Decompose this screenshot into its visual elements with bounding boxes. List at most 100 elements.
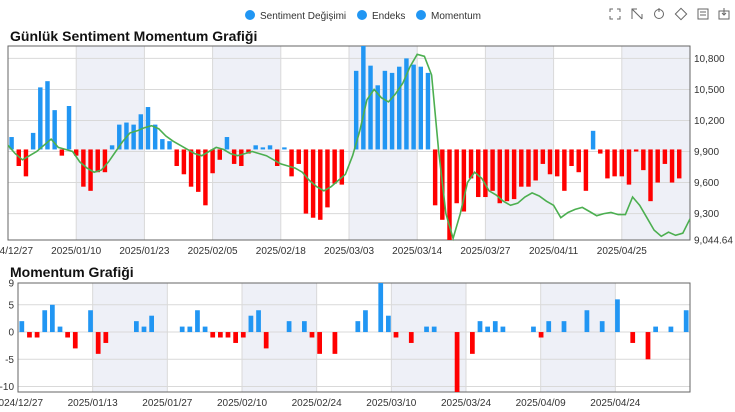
negative-bar xyxy=(605,149,610,179)
x-tick-label: 2025/04/24 xyxy=(590,398,640,409)
y-tick-label: 9,600 xyxy=(694,178,719,189)
background-band xyxy=(621,46,690,240)
x-tick-label: 2025/01/13 xyxy=(68,398,118,409)
negative-bar xyxy=(246,149,251,154)
positive-bar xyxy=(531,326,536,333)
chart-title-main: Günlük Sentiment Momentum Grafiği xyxy=(10,28,257,44)
negative-bar xyxy=(239,149,244,166)
negative-bar xyxy=(296,149,301,164)
negative-bar xyxy=(217,149,223,160)
negative-bar xyxy=(633,149,639,152)
fullscreen-icon[interactable] xyxy=(674,7,688,21)
x-tick-label: 2025/01/27 xyxy=(142,398,192,409)
x-tick-label: 2025/03/24 xyxy=(441,398,491,409)
legend-item[interactable]: Endeks xyxy=(357,10,405,22)
legend-item[interactable]: Sentiment Değişimi xyxy=(245,10,346,22)
y-tick-label: 5 xyxy=(8,300,14,311)
positive-bar xyxy=(42,310,48,333)
positive-bar xyxy=(404,58,409,150)
background-band xyxy=(485,46,554,240)
data-view-icon[interactable] xyxy=(697,8,709,20)
positive-bar xyxy=(389,72,395,150)
positive-bar xyxy=(485,326,491,333)
positive-bar xyxy=(260,147,266,150)
positive-bar xyxy=(353,70,359,150)
positive-bar xyxy=(30,132,36,150)
positive-bar xyxy=(683,310,689,333)
negative-bar xyxy=(504,149,510,202)
negative-bar xyxy=(65,332,71,338)
negative-bar xyxy=(655,149,660,183)
positive-bar xyxy=(141,326,147,333)
positive-bar xyxy=(615,299,620,333)
negative-bar xyxy=(217,332,223,338)
negative-bar xyxy=(263,332,269,349)
background-band xyxy=(391,283,466,392)
x-tick-label: 2025/02/18 xyxy=(256,246,306,257)
data-view-lines xyxy=(700,11,706,16)
negative-bar xyxy=(303,149,309,214)
positive-bar xyxy=(152,124,158,150)
negative-bar xyxy=(469,332,475,354)
x-tick-label: 2025/02/05 xyxy=(188,246,238,257)
negative-bar xyxy=(612,149,617,177)
x-tick-label: 2025/04/09 xyxy=(516,398,566,409)
positive-bar xyxy=(267,145,273,150)
negative-bar xyxy=(325,149,330,208)
zoom-select-icon[interactable] xyxy=(609,8,621,20)
negative-bar xyxy=(81,149,86,187)
positive-bar xyxy=(179,326,185,333)
negative-bar xyxy=(95,332,101,354)
negative-bar xyxy=(626,149,632,185)
negative-bar xyxy=(511,149,517,200)
positive-bar xyxy=(477,321,483,333)
negative-bar xyxy=(547,149,553,175)
x-tick-label: 2025/04/11 xyxy=(529,246,579,257)
x-tick-label: 2025/02/10 xyxy=(217,398,267,409)
positive-bar xyxy=(256,310,261,333)
negative-bar xyxy=(677,149,682,179)
negative-bar xyxy=(73,149,79,156)
negative-bar xyxy=(662,149,668,164)
legend: Sentiment Değişimi Endeks Momentum xyxy=(245,10,481,22)
positive-bar xyxy=(599,321,605,333)
positive-bar xyxy=(382,70,388,150)
positive-bar xyxy=(133,321,139,333)
negative-bar xyxy=(447,149,452,240)
positive-bar xyxy=(109,145,115,150)
y-tick-label: 0 xyxy=(8,328,14,339)
zoom-back-icon[interactable] xyxy=(631,8,643,20)
data-view-shape xyxy=(697,8,709,20)
positive-bar xyxy=(418,66,424,150)
negative-bar xyxy=(318,149,323,220)
y-tick-label: 9,900 xyxy=(694,147,719,158)
legend-label: Sentiment Değişimi xyxy=(260,11,346,22)
y-tick-label: -10 xyxy=(0,382,14,393)
restore-icon[interactable] xyxy=(654,8,664,19)
x-tick-label: 2025/04/25 xyxy=(597,246,647,257)
legend-item[interactable]: Momentum xyxy=(416,10,481,22)
positive-bar xyxy=(368,65,373,150)
positive-bar xyxy=(57,326,63,333)
negative-bar xyxy=(393,332,399,338)
save-image-icon[interactable] xyxy=(718,8,730,20)
negative-bar xyxy=(461,149,467,212)
positive-bar xyxy=(301,321,307,333)
positive-bar xyxy=(411,64,416,150)
negative-bar xyxy=(309,332,315,338)
negative-bar xyxy=(225,332,231,338)
negative-bar xyxy=(619,149,625,177)
positive-bar xyxy=(9,137,14,150)
negative-bar xyxy=(583,149,589,191)
negative-bar xyxy=(274,149,280,166)
positive-bar xyxy=(160,139,165,150)
positive-bar xyxy=(363,310,368,333)
zoom-select-shape xyxy=(609,8,621,20)
positive-bar xyxy=(117,124,122,150)
positive-bar xyxy=(145,107,151,150)
negative-bar xyxy=(641,149,646,171)
x-tick-label: 2025/01/10 xyxy=(51,246,101,257)
positive-bar xyxy=(546,321,552,333)
positive-bar xyxy=(38,87,43,150)
